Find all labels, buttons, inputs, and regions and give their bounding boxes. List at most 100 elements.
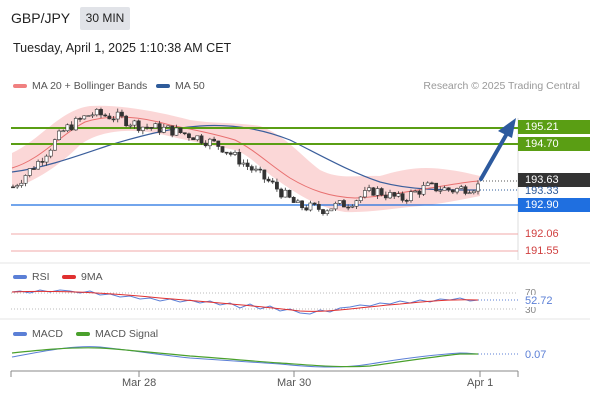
candle-down [270, 180, 275, 183]
candle-up [82, 115, 87, 120]
candle-down [136, 120, 141, 131]
candle-up [425, 182, 430, 186]
candle-down [199, 135, 204, 144]
rsi-swatch [13, 275, 27, 280]
candle-up [140, 126, 145, 131]
projection-arrow [479, 128, 511, 181]
candle-up [333, 203, 338, 210]
candle-up [15, 185, 20, 188]
candle-up [409, 191, 413, 201]
candle-up [241, 162, 246, 165]
timestamp: Tuesday, April 1, 2025 1:10:38 AM CET [13, 41, 232, 55]
candle-down [287, 189, 292, 198]
candle-up [94, 109, 99, 116]
candle-down [107, 115, 112, 120]
candle-down [191, 137, 196, 141]
candle-down [145, 126, 149, 129]
candle-down [300, 200, 304, 209]
candle-down [149, 127, 154, 129]
level-label-192-06: 192.06 [525, 228, 559, 240]
level-label-195-21: 195.21 [518, 120, 590, 134]
candle-up [455, 188, 459, 193]
candle-up [358, 196, 363, 201]
candle-down [392, 192, 397, 197]
legend-ma20: MA 20 + Bollinger Bands [13, 80, 147, 92]
candle-up [295, 200, 300, 203]
candle-down [157, 123, 162, 133]
candle-down [321, 209, 325, 215]
candle-down [182, 132, 187, 135]
candle-down [346, 206, 351, 209]
timeframe-button[interactable]: 30 MIN [80, 7, 130, 30]
candle-down [103, 114, 108, 117]
candle-up [396, 193, 401, 197]
candle-up [471, 190, 476, 194]
legend-macd-signal: MACD Signal [76, 328, 158, 340]
candle-down [78, 118, 82, 120]
candle-up [161, 126, 166, 133]
rsi-ma-legend-label: 9MA [81, 271, 103, 283]
ma50-value-label: 193.33 [525, 185, 559, 197]
rsi-ma-swatch [62, 275, 76, 280]
rsi-line [11, 289, 479, 315]
candle-up [65, 124, 70, 132]
candle-up [337, 200, 342, 204]
x-tick-label: Apr 1 [467, 377, 494, 389]
candle-down [342, 200, 346, 208]
candle-down [379, 188, 384, 196]
candle-up [153, 123, 158, 129]
candle-up [115, 111, 120, 120]
last-price-label: 193.63 [518, 173, 590, 187]
candle-down [216, 140, 221, 147]
macd-signal-swatch [76, 332, 90, 337]
candle-down [203, 142, 208, 147]
level-label-191-55: 191.55 [525, 245, 559, 257]
candle-down [371, 187, 376, 196]
candle-up [86, 115, 91, 117]
legend-rsi-ma: 9MA [62, 271, 103, 283]
candle-down [228, 152, 233, 155]
candle-up [329, 208, 334, 212]
candle-up [233, 151, 237, 155]
candle-down [275, 181, 279, 190]
candle-down [262, 169, 267, 180]
candle-up [61, 130, 66, 133]
candle-down [111, 118, 116, 121]
legend-ma50: MA 50 [156, 80, 205, 92]
legend-macd: MACD [13, 328, 63, 340]
candle-down [404, 200, 409, 202]
x-tick-label: Mar 28 [122, 377, 157, 389]
candle-down [400, 193, 405, 201]
candle-down [220, 146, 225, 153]
candle-down [430, 182, 434, 185]
macd-signal-legend-label: MACD Signal [95, 328, 159, 340]
ma20-swatch [13, 84, 27, 89]
candle-up [367, 187, 371, 191]
candle-down [383, 194, 388, 199]
symbol-title: GBP/JPY [11, 10, 71, 26]
ma50-swatch [156, 84, 170, 89]
candle-up [283, 189, 288, 198]
candle-up [44, 155, 49, 163]
candle-up [52, 139, 57, 151]
candle-up [308, 202, 313, 211]
candle-down [291, 197, 296, 203]
candle-down [40, 161, 45, 163]
candle-up [476, 183, 480, 192]
candle-down [178, 127, 183, 134]
candle-down [266, 178, 271, 182]
candle-up [27, 168, 32, 176]
rsi-value-label: 52.72 [525, 295, 553, 307]
candle-down [32, 168, 36, 170]
legend-rsi: RSI [13, 271, 50, 283]
candle-up [132, 120, 137, 126]
candle-down [245, 162, 250, 167]
candlestick-series [11, 107, 480, 216]
candle-up [467, 192, 472, 195]
candle-up [354, 200, 359, 207]
candle-down [212, 138, 216, 142]
macd-legend-label: MACD [32, 328, 63, 340]
candle-up [375, 188, 380, 196]
candle-up [128, 124, 133, 127]
